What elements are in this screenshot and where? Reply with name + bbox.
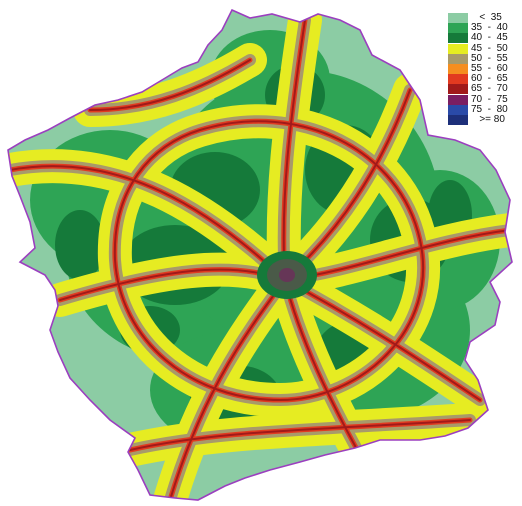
legend-item: 40 - 45: [448, 32, 518, 44]
legend-swatch: [448, 114, 468, 125]
legend-swatch: [448, 13, 468, 24]
legend-swatch: [448, 94, 468, 105]
legend-label: 65 - 70: [471, 83, 508, 95]
legend-label: 75 - 80: [471, 103, 508, 115]
legend-label: 45 - 50: [471, 42, 508, 54]
legend-swatch: [448, 23, 468, 34]
legend-label: < 35: [471, 12, 502, 24]
legend-item: 65 - 70: [448, 83, 518, 95]
legend-label: 60 - 65: [471, 73, 508, 85]
legend-label: 40 - 45: [471, 32, 508, 44]
legend-swatch: [448, 53, 468, 64]
legend-swatch: [448, 84, 468, 95]
legend-item: 45 - 50: [448, 42, 518, 54]
legend-swatch: [448, 43, 468, 54]
legend-swatch: [448, 33, 468, 44]
legend-item: 70 - 75: [448, 93, 518, 105]
legend-item: 60 - 65: [448, 73, 518, 85]
legend-label: >= 80: [471, 113, 505, 125]
legend-item: 75 - 80: [448, 103, 518, 115]
legend-label: 55 - 60: [471, 63, 508, 75]
legend-swatch: [448, 64, 468, 75]
legend-label: 35 - 40: [471, 22, 508, 34]
legend-label: 50 - 55: [471, 52, 508, 64]
legend-label: 70 - 75: [471, 93, 508, 105]
legend-swatch: [448, 104, 468, 115]
legend-item: 50 - 55: [448, 52, 518, 64]
noise-legend: < 35 35 - 40 40 - 45 45 - 50 50 - 55 55 - 60 6…: [448, 13, 518, 125]
legend-item: < 35: [448, 12, 518, 24]
legend-swatch: [448, 74, 468, 85]
legend-item: >= 80: [448, 113, 518, 125]
legend-item: 55 - 60: [448, 63, 518, 75]
legend-item: 35 - 40: [448, 22, 518, 34]
